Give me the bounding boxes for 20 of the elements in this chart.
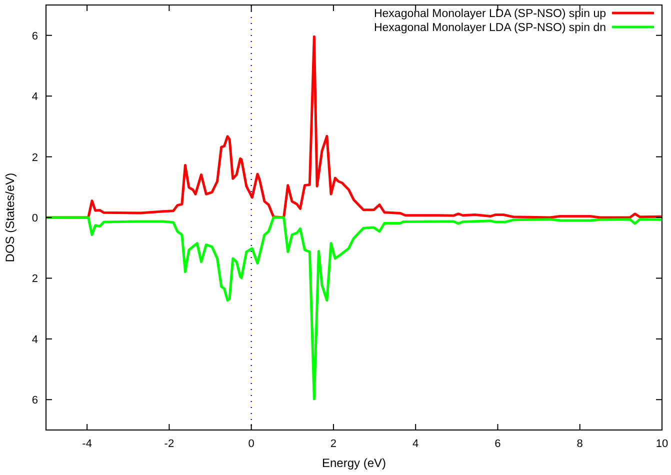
y-tick-label: 6 bbox=[32, 30, 38, 42]
line-series bbox=[44, 216, 663, 400]
y-axis-title: DOS (States/eV) bbox=[3, 172, 17, 262]
x-tick-label: 6 bbox=[494, 438, 501, 450]
x-tick-label: -4 bbox=[82, 438, 92, 450]
y-tick-label: 2 bbox=[32, 273, 38, 286]
x-axis-title: Energy (eV) bbox=[322, 456, 386, 470]
y-tick-label: 6 bbox=[32, 394, 38, 407]
y-tick-label: 2 bbox=[32, 152, 38, 164]
x-tick-label: -2 bbox=[164, 438, 174, 450]
x-tick-label: 0 bbox=[248, 438, 254, 450]
x-tick-label: 8 bbox=[576, 438, 583, 450]
x-tick-label: 10 bbox=[656, 438, 668, 450]
x-tick-label: 4 bbox=[412, 438, 419, 450]
legend-label: Hexagonal Monolayer LDA (SP-NSO) spin dn bbox=[374, 22, 606, 34]
y-tick-label: 4 bbox=[32, 334, 38, 346]
x-tick-label: 2 bbox=[330, 438, 337, 450]
y-tick-label: 0 bbox=[32, 212, 38, 224]
legend-label: Hexagonal Monolayer LDA (SP-NSO) spin up bbox=[374, 8, 606, 20]
y-tick-label: 4 bbox=[32, 91, 38, 104]
